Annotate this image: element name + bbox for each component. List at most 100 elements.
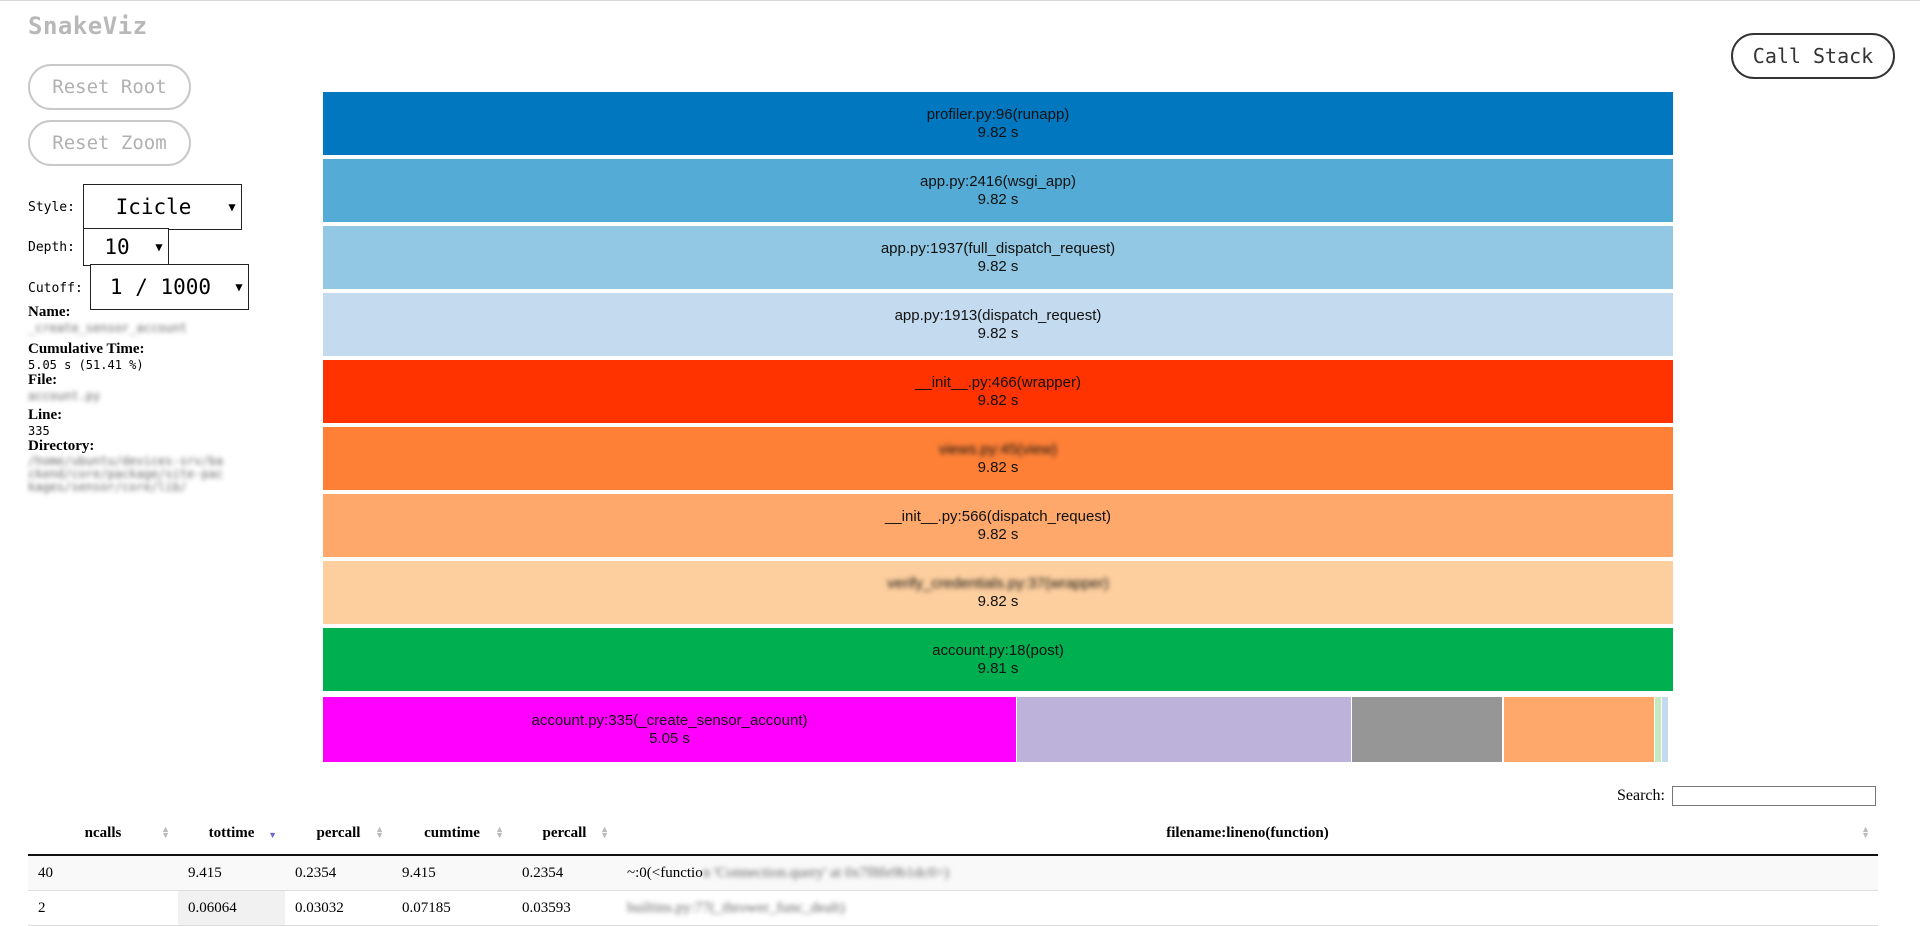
style-select-value: Icicle bbox=[115, 195, 192, 219]
col-header-filename-label: filename:lineno(function) bbox=[1166, 824, 1329, 841]
directory-label: Directory: bbox=[28, 438, 95, 454]
icicle-bar-label: profiler.py:96(runapp) bbox=[926, 105, 1070, 123]
icicle-bar-time: 9.82 s bbox=[977, 190, 1019, 208]
function-text-blurred: builtins.py:77(_thrower_func_dealt) bbox=[627, 899, 845, 916]
cell-ncalls: 40 bbox=[28, 855, 178, 891]
col-header-cumtime-label: cumtime bbox=[424, 824, 480, 841]
icicle-chart[interactable]: profiler.py:96(runapp) 9.82 s app.py:241… bbox=[323, 92, 1673, 764]
cell-function: builtins.py:77(_thrower_func_dealt) bbox=[617, 890, 1878, 926]
style-label: Style: bbox=[28, 200, 75, 215]
icicle-bar[interactable] bbox=[1017, 697, 1352, 762]
icicle-bar[interactable]: app.py:2416(wsgi_app) 9.82 s bbox=[323, 159, 1673, 224]
depth-select[interactable]: 10 ▼ bbox=[83, 228, 169, 266]
col-header-tottime[interactable]: tottime ▼ bbox=[178, 812, 285, 856]
table-row[interactable]: 2 0.06064 0.03032 0.07185 0.03593 builti… bbox=[28, 890, 1878, 926]
icicle-bar-time: 9.82 s bbox=[977, 123, 1019, 141]
icicle-bar[interactable] bbox=[1662, 697, 1669, 762]
cell-cumtime: 0.07185 bbox=[392, 890, 512, 926]
cutoff-select[interactable]: 1 / 1000 ▼ bbox=[90, 264, 249, 310]
cell-tottime: 9.415 bbox=[178, 855, 285, 891]
cell-function: ~:0(<function 'Connection.query' at 0x7f… bbox=[617, 855, 1878, 891]
style-select[interactable]: Icicle ▼ bbox=[83, 184, 242, 230]
col-header-ncalls-label: ncalls bbox=[84, 824, 122, 841]
sort-icon: ▲ ▼ bbox=[600, 824, 609, 840]
col-header-percall-cum[interactable]: percall ▲ ▼ bbox=[512, 812, 617, 856]
icicle-bar[interactable]: account.py:18(post) 9.81 s bbox=[323, 628, 1673, 693]
info-panel: Name: _create_sensor_account Cumulative … bbox=[28, 304, 228, 494]
name-label: Name: bbox=[28, 304, 71, 320]
cumtime-value: 5.05 s (51.41 %) bbox=[28, 358, 144, 372]
reset-root-button[interactable]: Reset Root bbox=[28, 64, 191, 110]
icicle-bar-label: app.py:2416(wsgi_app) bbox=[920, 172, 1076, 190]
col-header-filename[interactable]: filename:lineno(function) ▲ ▼ bbox=[617, 812, 1878, 856]
cell-percall-cum: 0.2354 bbox=[512, 855, 617, 891]
call-stack-button[interactable]: Call Stack bbox=[1731, 33, 1895, 79]
icicle-bar-label: verify_credentials.py:37(wrapper) bbox=[887, 574, 1109, 592]
col-header-cumtime[interactable]: cumtime ▲ ▼ bbox=[392, 812, 512, 856]
line-label: Line: bbox=[28, 407, 63, 423]
table-row[interactable]: 40 9.415 0.2354 9.415 0.2354 ~:0(<functi… bbox=[28, 855, 1878, 891]
app-title: SnakeViz bbox=[28, 12, 148, 40]
icicle-bar-label: account.py:335(_create_sensor_account) bbox=[531, 711, 808, 729]
icicle-bar-time: 5.05 s bbox=[649, 729, 690, 747]
depth-label: Depth: bbox=[28, 240, 75, 255]
stats-table: ncalls ▲ ▼ tottime ▼ percall ▲ ▼ cumtime ▲ ▼ pe… bbox=[28, 812, 1878, 926]
file-label: File: bbox=[28, 372, 58, 388]
col-header-ncalls[interactable]: ncalls ▲ ▼ bbox=[28, 812, 178, 856]
cell-ncalls: 2 bbox=[28, 890, 178, 926]
icicle-bar[interactable]: __init__.py:566(dispatch_request) 9.82 s bbox=[323, 494, 1673, 559]
file-value: account.py bbox=[28, 389, 101, 403]
col-header-percall[interactable]: percall ▲ ▼ bbox=[285, 812, 392, 856]
sort-icon: ▲ ▼ bbox=[161, 824, 170, 840]
sort-desc-icon: ▼ bbox=[268, 830, 277, 840]
icicle-bar-selected[interactable]: account.py:335(_create_sensor_account) 5.… bbox=[323, 697, 1017, 762]
table-header-row: ncalls ▲ ▼ tottime ▼ percall ▲ ▼ cumtime ▲ ▼ pe… bbox=[28, 812, 1878, 856]
cell-cumtime: 9.415 bbox=[392, 855, 512, 891]
icicle-bar-time: 9.82 s bbox=[977, 257, 1019, 275]
icicle-bar[interactable]: app.py:1913(dispatch_request) 9.82 s bbox=[323, 293, 1673, 358]
cell-percall: 0.2354 bbox=[285, 855, 392, 891]
chevron-down-icon: ▼ bbox=[155, 240, 163, 254]
icicle-bar-label: account.py:18(post) bbox=[932, 641, 1064, 659]
sort-icon: ▲ ▼ bbox=[375, 824, 384, 840]
search-input[interactable] bbox=[1672, 786, 1876, 806]
icicle-bar-time: 9.82 s bbox=[977, 458, 1019, 476]
cell-tottime: 0.06064 bbox=[178, 890, 285, 926]
icicle-bar-time: 9.82 s bbox=[977, 592, 1019, 610]
icicle-bar-time: 9.82 s bbox=[977, 525, 1019, 543]
icicle-bar[interactable]: views.py:45(view) 9.82 s bbox=[323, 427, 1673, 492]
icicle-bar-label: views.py:45(view) bbox=[938, 440, 1058, 458]
name-value: _create_sensor_account bbox=[28, 321, 187, 335]
icicle-bar[interactable] bbox=[1655, 697, 1662, 762]
function-text: ~:0(<functio bbox=[627, 864, 703, 881]
reset-zoom-button[interactable]: Reset Zoom bbox=[28, 120, 191, 166]
sort-icon: ▲ ▼ bbox=[1861, 824, 1870, 840]
depth-select-value: 10 bbox=[104, 235, 130, 259]
col-header-percall-cum-label: percall bbox=[542, 824, 587, 841]
icicle-bar-time: 9.81 s bbox=[977, 659, 1019, 677]
line-value: 335 bbox=[28, 424, 50, 438]
chevron-down-icon: ▼ bbox=[228, 200, 236, 214]
cutoff-label: Cutoff: bbox=[28, 281, 83, 296]
directory-value: /home/ubuntu/devices-srv/backend/core/pa… bbox=[28, 454, 224, 494]
icicle-bar-time: 9.82 s bbox=[977, 391, 1019, 409]
col-header-percall-label: percall bbox=[316, 824, 361, 841]
chevron-down-icon: ▼ bbox=[235, 280, 243, 294]
top-border bbox=[0, 0, 1920, 6]
icicle-bar-label: __init__.py:466(wrapper) bbox=[915, 373, 1081, 391]
sort-icon: ▲ ▼ bbox=[495, 824, 504, 840]
cell-percall: 0.03032 bbox=[285, 890, 392, 926]
icicle-bar[interactable]: __init__.py:466(wrapper) 9.82 s bbox=[323, 360, 1673, 425]
icicle-bar-label: app.py:1937(full_dispatch_request) bbox=[880, 239, 1116, 257]
icicle-bar[interactable] bbox=[1352, 697, 1503, 762]
cumtime-label: Cumulative Time: bbox=[28, 341, 145, 357]
function-text-blurred: n 'Connection.query' at 0x7f8fe9b1dc0>) bbox=[702, 864, 950, 881]
icicle-bar[interactable]: app.py:1937(full_dispatch_request) 9.82 … bbox=[323, 226, 1673, 291]
icicle-bar[interactable] bbox=[1504, 697, 1655, 762]
icicle-bar[interactable]: verify_credentials.py:37(wrapper) 9.82 s bbox=[323, 561, 1673, 626]
search-label: Search: bbox=[1617, 787, 1665, 804]
cell-percall-cum: 0.03593 bbox=[512, 890, 617, 926]
cutoff-select-value: 1 / 1000 bbox=[109, 275, 212, 299]
icicle-bar[interactable]: profiler.py:96(runapp) 9.82 s bbox=[323, 92, 1673, 157]
icicle-bar-time: 9.82 s bbox=[977, 324, 1019, 342]
